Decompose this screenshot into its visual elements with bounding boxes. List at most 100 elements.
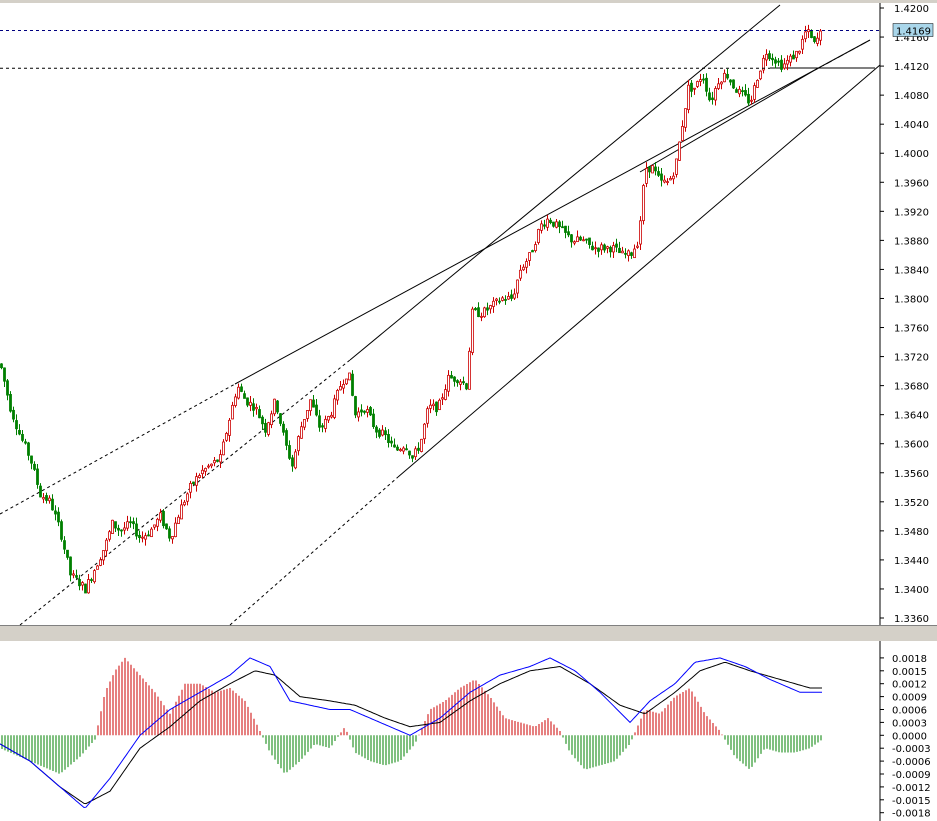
candle [597, 247, 600, 258]
candle [36, 464, 39, 489]
candle [612, 241, 615, 259]
candle [585, 238, 588, 244]
candle [363, 410, 366, 415]
price-tick-label: 1.3760 [894, 324, 929, 335]
candle [621, 246, 624, 254]
candle [30, 455, 33, 470]
candle [516, 279, 519, 299]
candle [570, 234, 573, 248]
candle [147, 530, 150, 537]
macd-tick-label: -0.0009 [892, 770, 931, 781]
candle [267, 421, 270, 437]
current-price-tag-box [892, 23, 934, 37]
candle [318, 409, 321, 432]
candle [417, 442, 420, 454]
candle [510, 289, 513, 302]
candle [552, 221, 555, 228]
candle [420, 438, 423, 453]
candle [453, 376, 456, 387]
candle [681, 120, 684, 142]
current-price-tag: 1.4169 [892, 23, 934, 38]
candle [69, 556, 72, 582]
candle [693, 87, 696, 95]
candle [759, 70, 762, 81]
macd-tick-label: 0.0003 [892, 718, 927, 729]
candle [606, 245, 609, 254]
candle [777, 58, 780, 67]
candle [372, 408, 375, 429]
price-tick-label: 1.4040 [894, 120, 929, 131]
candle [735, 87, 738, 93]
candle [78, 574, 81, 591]
candle [789, 53, 792, 67]
candle [213, 457, 216, 467]
candle [87, 574, 90, 594]
candle [138, 530, 141, 543]
candle [603, 243, 606, 253]
price-panel[interactable] [0, 3, 880, 625]
candle [393, 438, 396, 448]
candle [555, 218, 558, 229]
candle [114, 521, 117, 532]
candle [141, 531, 144, 543]
candle [426, 406, 429, 428]
candle [729, 79, 732, 86]
channel-bottom-projection [229, 476, 399, 626]
candle [240, 383, 243, 393]
candle [162, 509, 165, 529]
candle [111, 519, 114, 535]
candle [558, 220, 561, 234]
candle [255, 403, 258, 415]
candle [360, 404, 363, 417]
candle [798, 50, 801, 55]
candle [411, 455, 414, 463]
candle [237, 383, 240, 400]
candle [195, 472, 198, 492]
candle [303, 419, 306, 431]
candle [447, 370, 450, 397]
candle [15, 414, 18, 436]
candle [102, 550, 105, 565]
candle [678, 141, 681, 161]
candle [723, 69, 726, 83]
candle [336, 388, 339, 405]
candle [519, 264, 522, 281]
candle [186, 492, 189, 506]
candle [81, 581, 84, 591]
price-tick-label: 1.3720 [894, 353, 929, 364]
candle [63, 536, 66, 555]
candle [249, 396, 252, 412]
candle [315, 398, 318, 417]
candle [747, 87, 750, 107]
candle [279, 412, 282, 427]
candle [288, 440, 291, 461]
price-tick-label: 1.3920 [894, 207, 929, 218]
candle [66, 549, 69, 560]
candle [243, 390, 246, 399]
candle [369, 405, 372, 417]
candle [228, 418, 231, 442]
candle [720, 81, 723, 90]
candle [348, 372, 351, 381]
candle [45, 492, 48, 504]
candle [717, 77, 720, 91]
candle [726, 68, 729, 80]
candle [201, 465, 204, 479]
candle [618, 241, 621, 254]
current-price-label: 1.4169 [896, 27, 931, 38]
candle [51, 494, 54, 511]
candle [9, 391, 12, 413]
candle [246, 397, 249, 408]
candle [42, 493, 45, 504]
candle [18, 424, 21, 436]
candle [132, 517, 135, 530]
candle [684, 108, 687, 132]
candle [357, 407, 360, 422]
macd-tick-label: 0.0000 [892, 731, 927, 742]
price-tick-label: 1.4200 [894, 4, 929, 15]
candle [6, 378, 9, 401]
candle [459, 379, 462, 391]
candle [423, 422, 426, 444]
candle [549, 217, 552, 225]
